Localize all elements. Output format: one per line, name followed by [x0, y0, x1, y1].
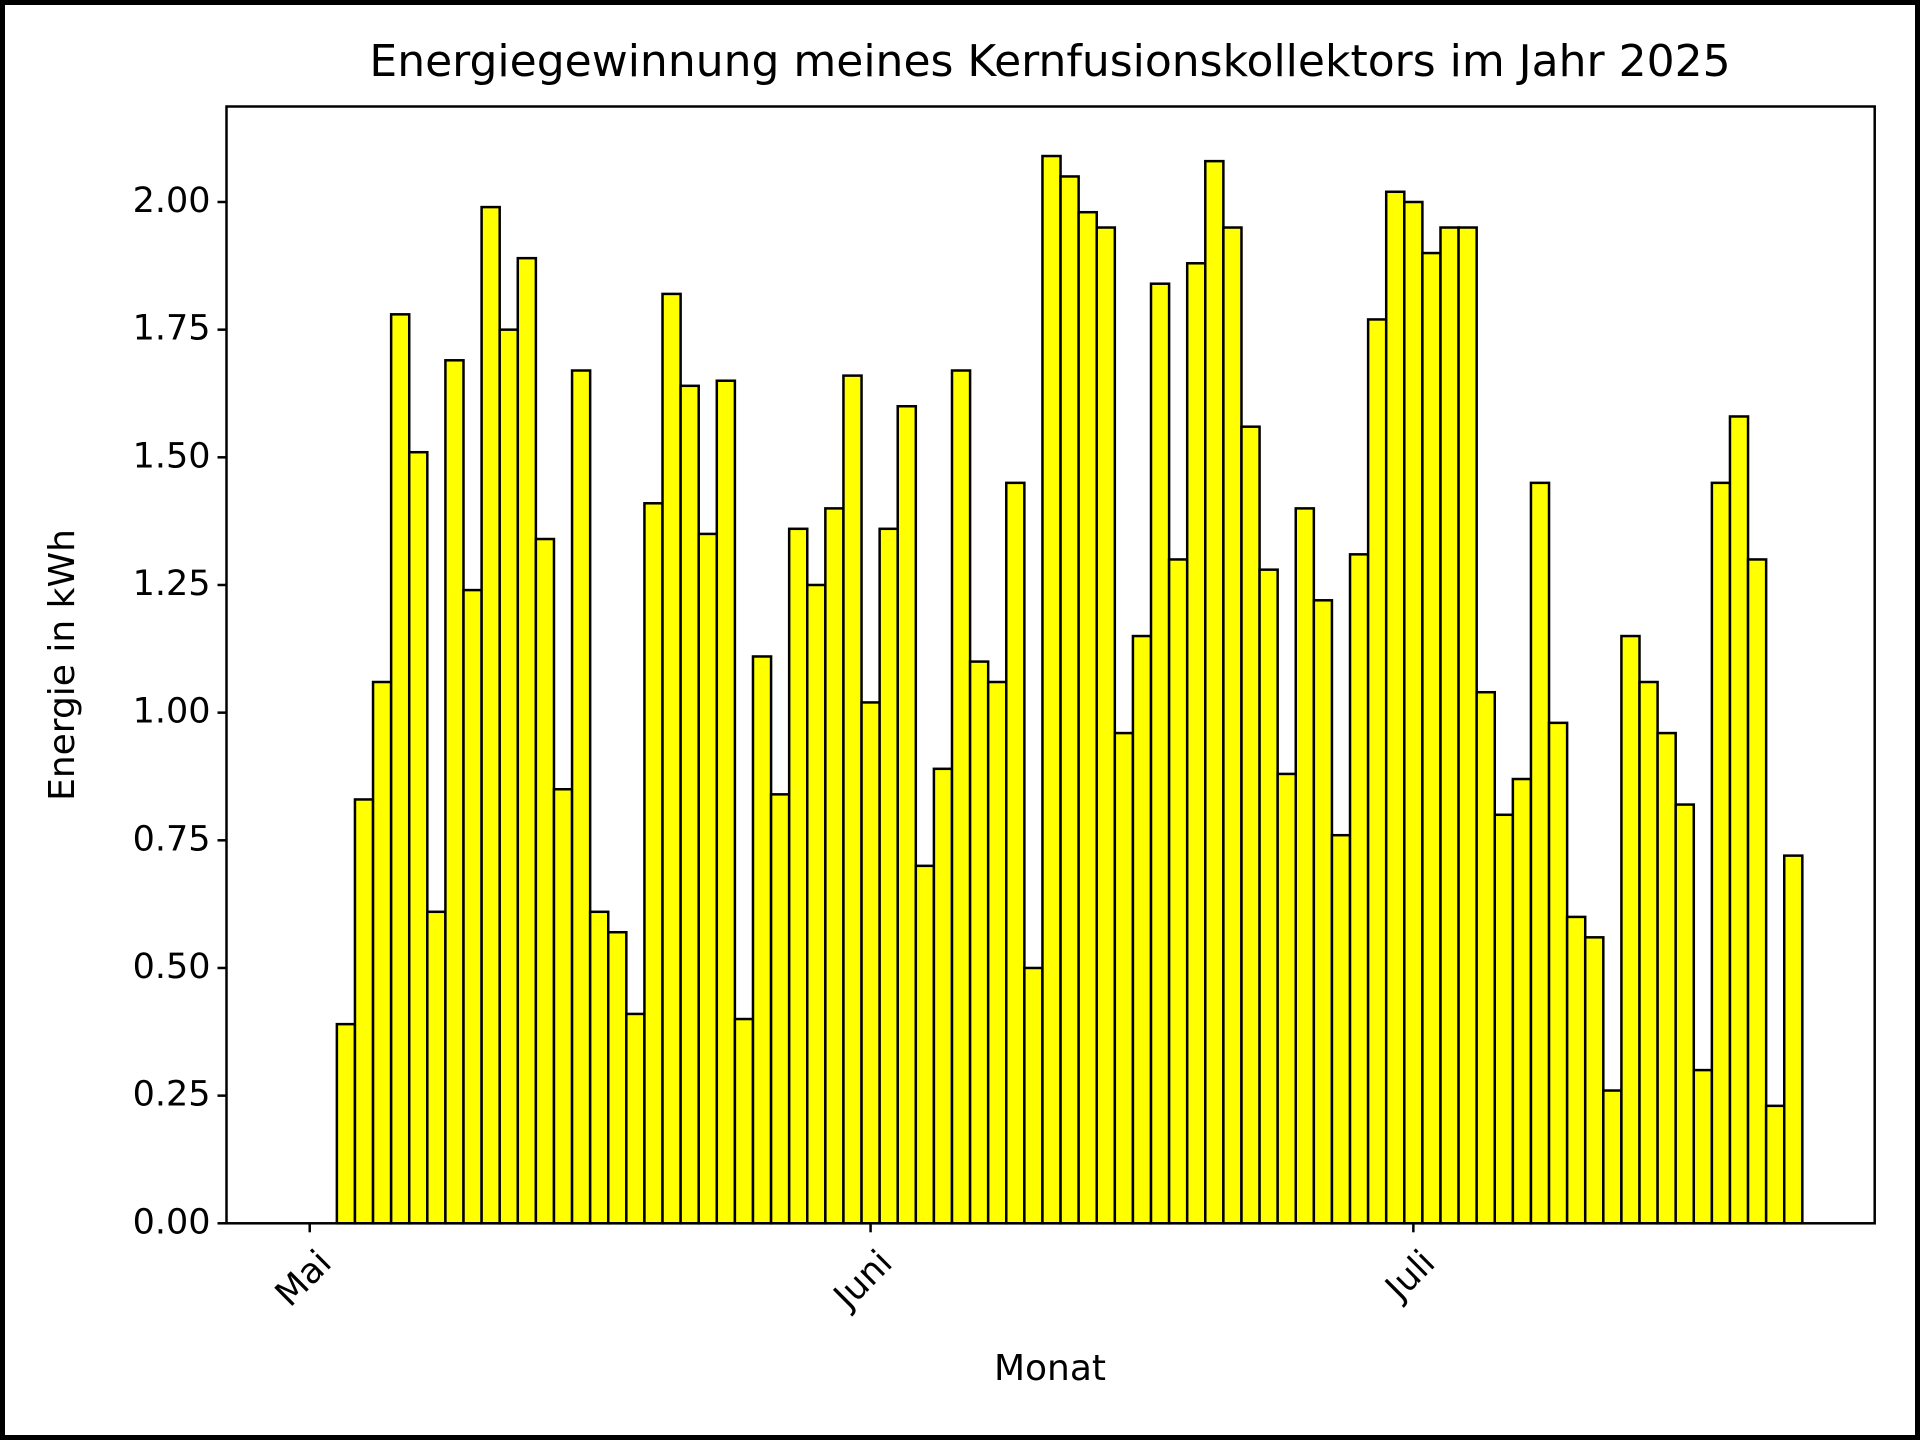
y-tick-label: 1.00 — [133, 692, 211, 732]
bar — [606, 930, 628, 1225]
bar — [1167, 558, 1189, 1225]
bar — [1782, 854, 1804, 1225]
bar — [1493, 813, 1515, 1225]
y-tick-label: 0.00 — [133, 1202, 211, 1242]
bar — [950, 369, 972, 1225]
bar — [1005, 481, 1026, 1225]
bar — [968, 660, 990, 1225]
bar — [1746, 558, 1768, 1225]
bar — [1602, 1089, 1623, 1225]
chart-title: Energiegewinnung meines Kernfusionskolle… — [369, 36, 1730, 87]
bar — [769, 793, 791, 1225]
bar — [1348, 553, 1370, 1225]
bar — [462, 588, 483, 1225]
y-tick-label: 0.50 — [133, 947, 211, 987]
bar — [914, 864, 936, 1225]
bar — [643, 502, 664, 1225]
bar — [1638, 680, 1659, 1225]
bar — [1131, 634, 1153, 1225]
x-axis-label: Monat — [994, 1348, 1106, 1389]
bar — [1674, 803, 1696, 1225]
bar — [444, 359, 465, 1225]
bar — [896, 405, 918, 1225]
bar — [1366, 318, 1388, 1225]
bar — [1149, 282, 1171, 1225]
bar — [1059, 175, 1080, 1225]
bar — [389, 313, 411, 1225]
bar — [1728, 415, 1750, 1225]
bar — [1294, 507, 1316, 1225]
bar — [661, 292, 682, 1225]
bar — [986, 680, 1008, 1225]
bar — [806, 583, 827, 1225]
bar — [1565, 915, 1587, 1225]
bar — [1240, 425, 1261, 1225]
y-tick-label: 1.25 — [133, 564, 211, 604]
bar — [1529, 481, 1551, 1225]
bar — [1457, 226, 1478, 1225]
bar — [1330, 833, 1352, 1225]
bar — [1710, 481, 1732, 1225]
bar — [1204, 159, 1225, 1225]
bar — [1095, 226, 1117, 1225]
bar — [1764, 1104, 1786, 1225]
bar — [1547, 721, 1569, 1225]
plot-frame — [225, 105, 1876, 1225]
y-tick-label: 2.00 — [133, 181, 211, 221]
bar — [516, 256, 538, 1225]
bar — [1258, 568, 1279, 1225]
bar — [878, 527, 899, 1225]
bar — [1421, 251, 1442, 1225]
bar — [860, 701, 881, 1225]
bar — [1403, 200, 1424, 1225]
bar — [335, 1022, 357, 1225]
bar — [407, 450, 429, 1225]
bar — [1222, 226, 1243, 1225]
y-tick-label: 1.75 — [133, 309, 211, 349]
bar — [552, 787, 574, 1225]
y-tick-label: 1.50 — [133, 436, 211, 476]
bar — [842, 374, 863, 1225]
bar — [1077, 210, 1098, 1225]
bar — [426, 910, 447, 1225]
y-axis-label: Energie in kWh — [42, 529, 83, 801]
bar — [570, 369, 592, 1225]
bar — [1023, 966, 1044, 1225]
bar — [715, 379, 737, 1225]
bar — [733, 1017, 755, 1225]
bar — [751, 655, 773, 1225]
bar — [1312, 599, 1334, 1225]
bar — [1384, 190, 1406, 1225]
y-tick-label: 0.25 — [133, 1075, 211, 1115]
bar — [588, 910, 610, 1225]
bar — [1656, 731, 1677, 1225]
bar — [1475, 690, 1497, 1225]
bar — [1511, 777, 1533, 1225]
bar — [1276, 772, 1297, 1225]
bar — [1113, 731, 1135, 1225]
bar — [1583, 936, 1605, 1225]
y-tick-label: 0.75 — [133, 819, 211, 859]
bar — [1620, 634, 1641, 1225]
bar — [932, 767, 954, 1225]
bar — [1692, 1068, 1714, 1225]
bar — [787, 527, 809, 1225]
bar — [1439, 226, 1460, 1225]
bar — [625, 1012, 646, 1225]
bar — [534, 537, 556, 1225]
bar — [1185, 262, 1207, 1225]
bar — [498, 328, 520, 1225]
bar — [353, 798, 375, 1225]
bar — [697, 532, 719, 1225]
bar — [824, 507, 845, 1225]
bar — [1041, 154, 1062, 1225]
bar — [679, 384, 700, 1225]
bar — [371, 680, 393, 1225]
bar — [480, 205, 501, 1225]
